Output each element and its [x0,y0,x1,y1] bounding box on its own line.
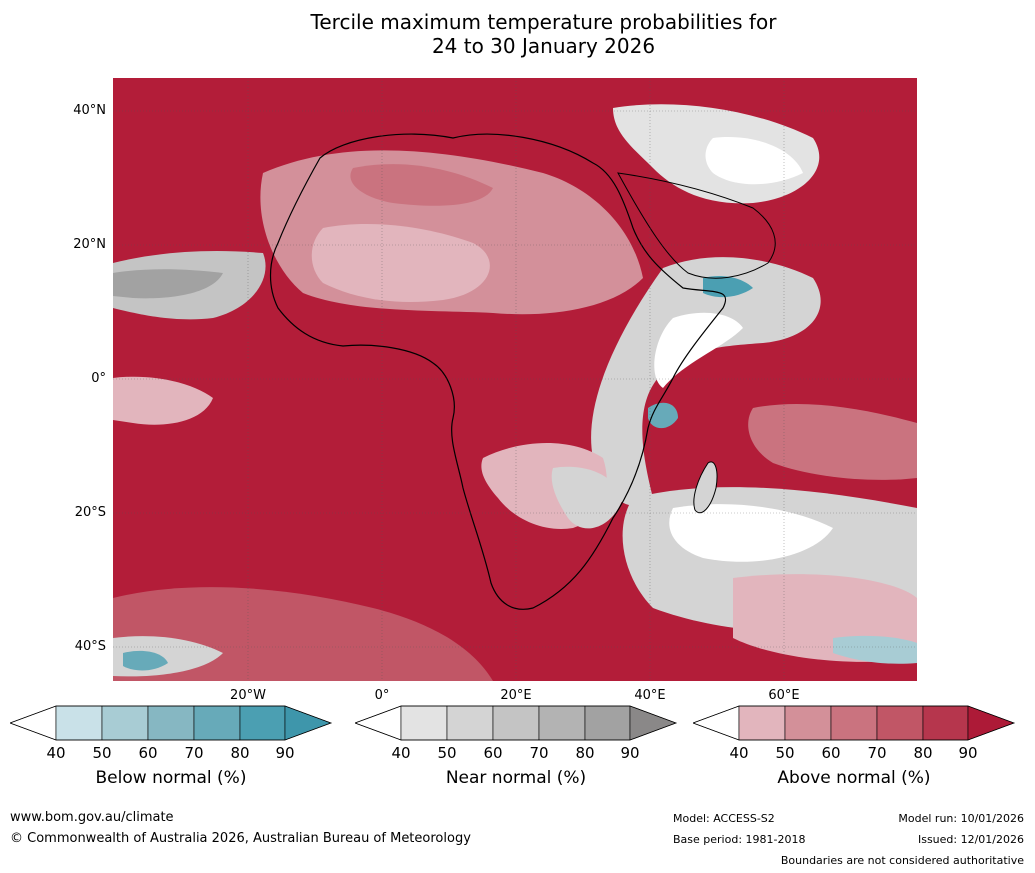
cbar-near-seg-5 [584,705,631,741]
middle-east-white-region [705,137,803,185]
above-tick-60: 60 [821,744,841,762]
south-indian-ocean-white [669,504,833,562]
model-name: Model: ACCESS-S2 [673,812,775,825]
near-tick-90: 90 [620,744,640,762]
cbar-below-seg-5 [239,705,286,741]
lat-label-40n: 40°N [73,103,106,118]
below-normal-title: Below normal (%) [95,768,247,788]
cbar-above-seg-6 [967,705,1015,741]
near-tick-60: 60 [483,744,503,762]
above-tick-70: 70 [867,744,887,762]
south-atlantic-below-normal [123,650,168,671]
below-tick-40: 40 [46,744,66,762]
lon-label-40e: 40°E [634,688,666,703]
above-tick-50: 50 [775,744,795,762]
colorbar-near-normal [355,705,677,741]
near-tick-40: 40 [391,744,411,762]
cbar-near-seg-0 [355,705,402,741]
copyright-text: © Commonwealth of Australia 2026, Austra… [10,831,471,846]
lat-label-40s: 40°S [74,639,106,654]
lon-label-20e: 20°E [500,688,532,703]
cbar-below-seg-4 [193,705,241,741]
title-line-2: 24 to 30 January 2026 [431,34,656,58]
above-tick-90: 90 [958,744,978,762]
lat-label-20s: 20°S [74,505,106,520]
lat-label-0: 0° [91,371,106,386]
west-atlantic-near-pale [113,269,223,299]
cbar-near-outline [355,705,677,741]
west-atlantic-pale-region [113,376,213,425]
website-link[interactable]: www.bom.gov.au/climate [10,810,174,825]
map-svg [113,78,917,681]
cbar-below-seg-3 [147,705,195,741]
graticule [113,78,917,681]
cbar-near-seg-3 [492,705,540,741]
cbar-below-outline [10,705,332,741]
north-pale-region [350,164,493,206]
below-tick-90: 90 [275,744,295,762]
cbar-above-seg-5 [922,705,969,741]
horn-near-normal-region [591,257,821,506]
above-tick-80: 80 [913,744,933,762]
africa-coastline [269,133,727,610]
base-period: Base period: 1981-2018 [673,833,806,846]
lon-label-60e: 60°E [768,688,800,703]
cbar-near-seg-2 [446,705,494,741]
map-title: Tercile maximum temperature probabilitie… [0,10,1035,58]
boundaries-disclaimer: Boundaries are not considered authoritat… [780,854,1024,867]
lon-label-20w: 20°W [230,688,266,703]
near-tick-80: 80 [575,744,595,762]
near-tick-70: 70 [529,744,549,762]
cbar-below-seg-6 [284,705,332,741]
probability-map [113,78,917,681]
lat-label-20n: 20°N [73,237,106,252]
madagascar-outline [693,461,718,514]
cbar-below-seg-2 [101,705,149,741]
below-tick-50: 50 [92,744,112,762]
above-normal-title: Above normal (%) [777,768,931,788]
far-south-indian-below-normal [833,635,917,664]
issued-date: Issued: 12/01/2026 [917,833,1024,846]
cbar-near-seg-1 [400,705,448,741]
cbar-above-seg-3 [830,705,878,741]
cbar-above-seg-2 [784,705,832,741]
model-run-date: Model run: 10/01/2026 [898,812,1024,825]
title-line-1: Tercile maximum temperature probabilitie… [310,10,777,34]
lon-label-0: 0° [374,688,390,703]
arabia-outline [617,172,776,279]
below-tick-70: 70 [184,744,204,762]
cbar-near-seg-4 [538,705,586,741]
cbar-below-seg-0 [10,705,57,741]
below-tick-80: 80 [230,744,250,762]
cbar-below-seg-1 [55,705,103,741]
cbar-above-seg-4 [876,705,924,741]
cbar-near-seg-6 [629,705,677,741]
near-normal-title: Near normal (%) [445,768,587,788]
below-tick-60: 60 [138,744,158,762]
above-tick-40: 40 [729,744,749,762]
sahara-pale-region [311,223,490,303]
cbar-above-seg-0 [693,705,740,741]
near-tick-50: 50 [437,744,457,762]
central-indian-ocean-pale [748,403,917,480]
colorbar-above-normal [693,705,1015,741]
cbar-above-seg-1 [738,705,786,741]
colorbar-below-normal [10,705,332,741]
horn-white-patch [654,312,743,388]
cbar-above-outline [693,705,1015,741]
